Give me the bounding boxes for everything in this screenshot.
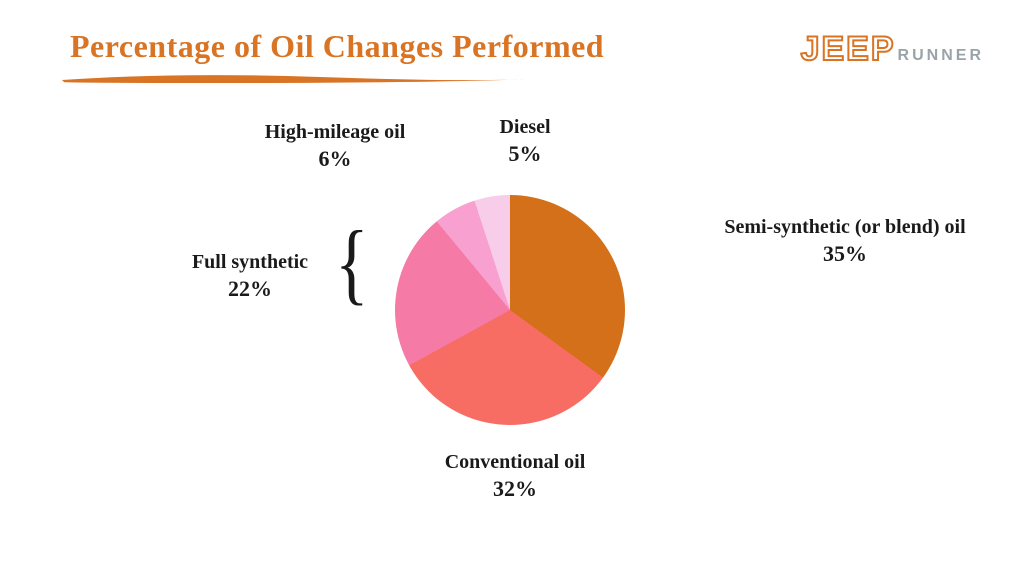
slice-label-high: High-mileage oil6% (235, 120, 435, 173)
slice-percent: 6% (235, 145, 435, 173)
slice-name: High-mileage oil (235, 120, 435, 145)
slice-percent: 35% (700, 240, 990, 268)
slice-name: Full synthetic (165, 250, 335, 275)
slice-name: Conventional oil (400, 450, 630, 475)
chart-title: Percentage of Oil Changes Performed (70, 28, 604, 65)
oil-change-pie-chart (395, 195, 625, 425)
slice-label-semi: Semi-synthetic (or blend) oil35% (700, 215, 990, 268)
slice-percent: 22% (165, 275, 335, 303)
slice-percent: 32% (400, 475, 630, 503)
slice-label-conv: Conventional oil32% (400, 450, 630, 503)
slice-name: Diesel (465, 115, 585, 140)
title-underline (60, 70, 540, 88)
brace-decoration: { (335, 213, 369, 317)
slice-percent: 5% (465, 140, 585, 168)
slice-label-full: Full synthetic22% (165, 250, 335, 303)
brand-logo: JEEP RUNNER (801, 30, 984, 69)
underline-stroke (62, 75, 538, 83)
logo-main-text: JEEP (801, 30, 896, 69)
slice-name: Semi-synthetic (or blend) oil (700, 215, 990, 240)
logo-sub-text: RUNNER (898, 47, 984, 65)
slice-label-diesel: Diesel5% (465, 115, 585, 168)
